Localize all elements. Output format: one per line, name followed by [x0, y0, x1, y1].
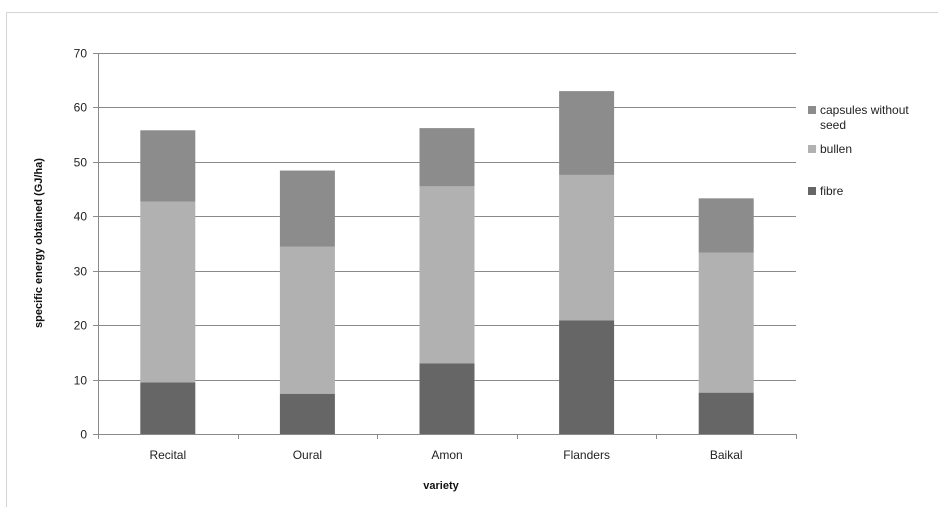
legend-swatch: [808, 187, 816, 195]
bar-segment-fibre-recital: [140, 382, 196, 434]
legend-label: seed: [820, 118, 846, 132]
chart-frame: [6, 12, 938, 507]
y-tick-labels: 0 10 20 30 40 50 60 70: [74, 47, 88, 442]
y-axis-title: specific energy obtained (GJ/ha): [33, 158, 45, 328]
legend-swatch: [808, 106, 816, 114]
bar-segment-bullen-flanders: [559, 174, 615, 321]
x-tick-label: Baikal: [710, 448, 743, 462]
y-tick-label: 70: [74, 47, 88, 61]
y-tick-label: 20: [74, 319, 88, 333]
x-tick-label: Recital: [149, 448, 186, 462]
bar-segment-capsules-without-seed-flanders: [559, 91, 615, 175]
bar-segment-bullen-amon: [419, 186, 475, 364]
bar-segment-fibre-oural: [279, 393, 335, 434]
legend-swatch: [808, 145, 816, 153]
x-tick-labels: Recital Oural Amon Flanders Baikal: [149, 448, 742, 462]
bar-segment-bullen-baikal: [698, 252, 754, 393]
bar-segment-fibre-flanders: [559, 320, 615, 434]
bar-segment-capsules-without-seed-amon: [419, 128, 475, 187]
x-tick-label: Oural: [293, 448, 322, 462]
x-tick-label: Amon: [431, 448, 462, 462]
legend-label: fibre: [820, 184, 844, 198]
x-axis-title: variety: [423, 480, 459, 492]
bars: [140, 91, 754, 434]
y-tick-label: 40: [74, 210, 88, 224]
bar-segment-bullen-recital: [140, 201, 196, 383]
y-tick-label: 0: [80, 428, 87, 442]
y-tick-label: 30: [74, 265, 88, 279]
legend-label: bullen: [820, 142, 852, 156]
y-tick-label: 50: [74, 156, 88, 170]
bar-segment-capsules-without-seed-recital: [140, 130, 196, 202]
bar-segment-capsules-without-seed-oural: [279, 170, 335, 247]
x-tick-label: Flanders: [563, 448, 610, 462]
legend-label: capsules without: [820, 103, 909, 117]
y-tick-label: 10: [74, 374, 88, 388]
bar-segment-capsules-without-seed-baikal: [698, 198, 754, 253]
bar-segment-fibre-baikal: [698, 392, 754, 434]
bar-segment-bullen-oural: [279, 246, 335, 394]
y-tick-label: 60: [74, 101, 88, 115]
axes: [93, 53, 797, 439]
bar-segment-fibre-amon: [419, 363, 475, 434]
